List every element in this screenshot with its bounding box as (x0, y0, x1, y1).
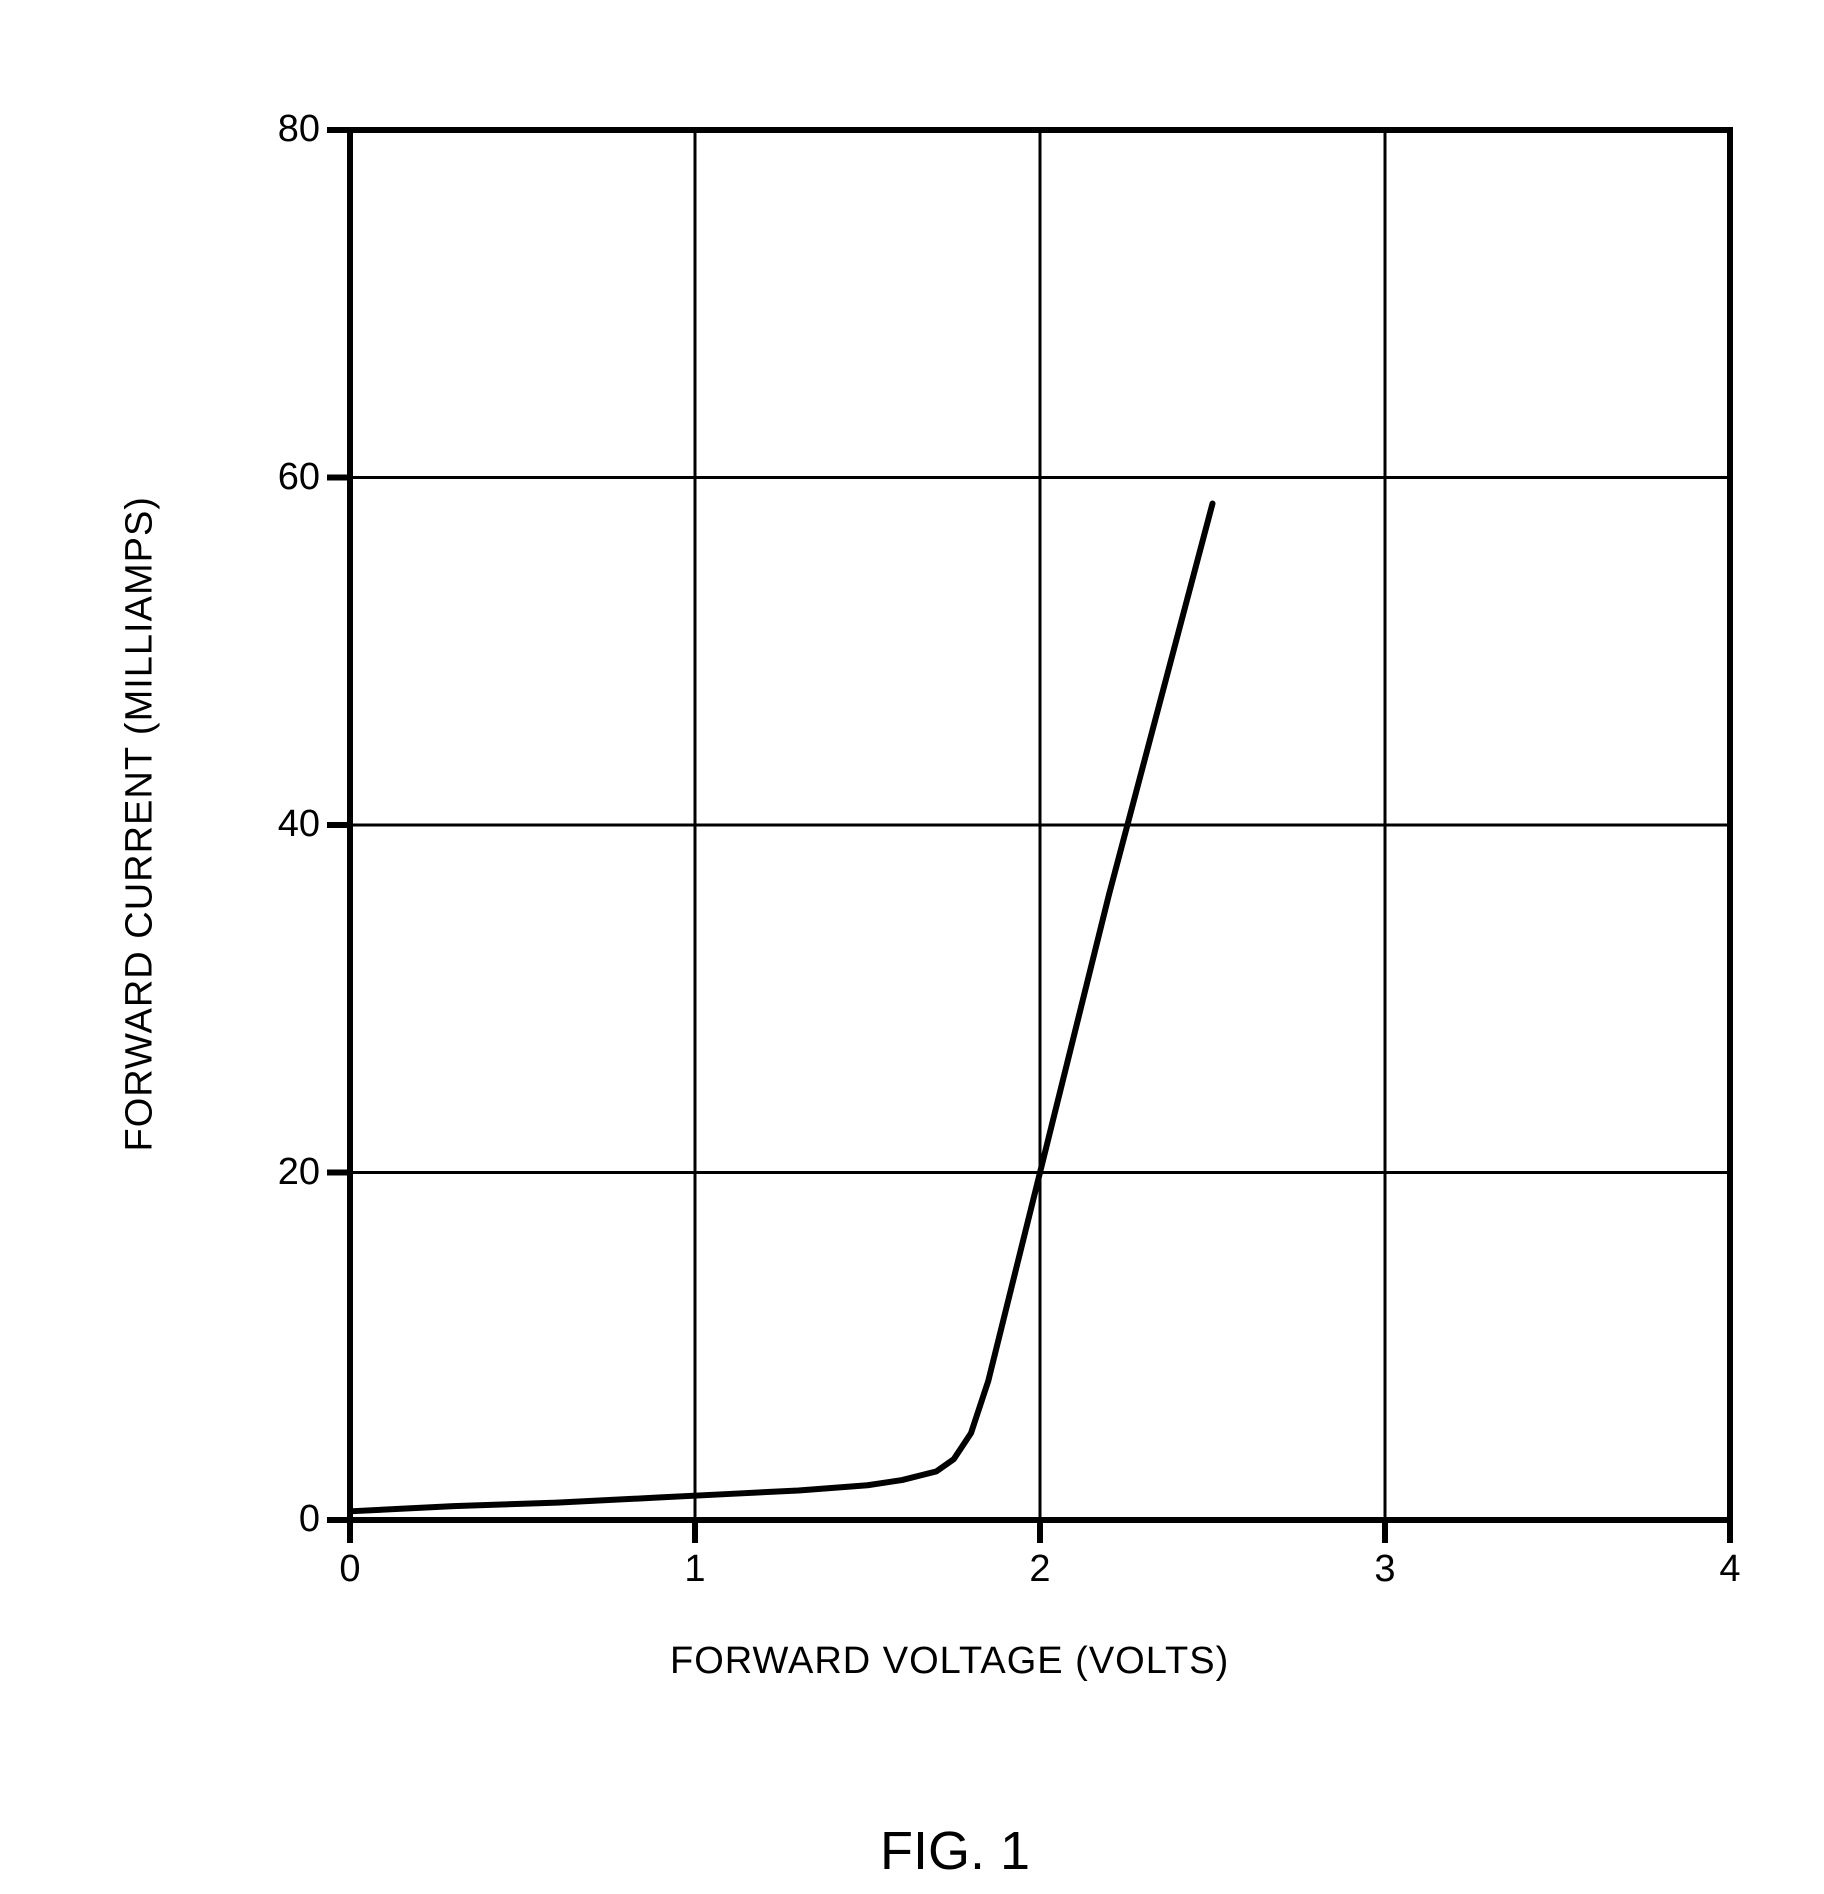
x-axis-label: FORWARD VOLTAGE (VOLTS) (670, 1640, 1229, 1683)
y-axis-label: FORWARD CURRENT (MILLIAMPS) (119, 552, 162, 1152)
x-tick-label: 2 (1010, 1548, 1070, 1591)
x-tick-label: 0 (320, 1548, 380, 1591)
x-tick-label: 4 (1700, 1548, 1760, 1591)
y-tick-label: 60 (240, 456, 320, 499)
y-tick-label: 0 (240, 1498, 320, 1541)
x-tick-label: 3 (1355, 1548, 1415, 1591)
x-tick-label: 1 (665, 1548, 725, 1591)
y-tick-label: 80 (240, 108, 320, 151)
y-tick-label: 40 (240, 803, 320, 846)
chart-svg (50, 50, 1774, 1550)
figure-caption: FIG. 1 (880, 1820, 1030, 1882)
y-tick-label: 20 (240, 1151, 320, 1194)
chart-container: FORWARD CURRENT (MILLIAMPS) FORWARD VOLT… (50, 50, 1774, 1550)
